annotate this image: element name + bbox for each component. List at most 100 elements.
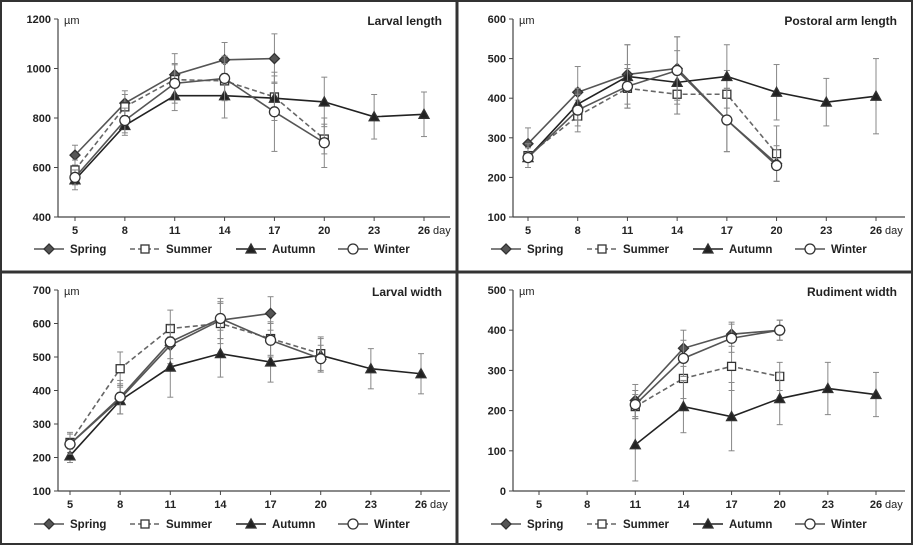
data-point-spring-marker: [268, 52, 281, 65]
legend-marker-spring: [43, 518, 55, 530]
series-spring: [629, 319, 786, 418]
data-point-autumn-marker: [820, 95, 833, 107]
series-line-summer: [527, 87, 778, 157]
series-winter: [629, 319, 786, 420]
y-tick-label: 500: [33, 352, 51, 364]
data-point-winter-marker: [671, 64, 683, 77]
data-point-winter-marker: [214, 312, 227, 325]
legend-label: Spring: [70, 519, 106, 531]
data-point-autumn-marker: [770, 85, 783, 97]
legend-marker-winter: [804, 243, 816, 255]
chart-title: Rudiment width: [807, 285, 897, 299]
legend-label: Winter: [374, 519, 410, 531]
data-point-winter-marker: [315, 353, 327, 365]
x-tick-label: 14: [671, 225, 684, 237]
chart-title: Postoral arm length: [784, 14, 897, 28]
y-tick-label: 100: [488, 212, 506, 224]
data-point-autumn-marker: [318, 95, 331, 107]
series-winter: [64, 297, 327, 455]
y-tick-label: 200: [33, 453, 51, 465]
x-tick-label: 23: [365, 499, 377, 511]
data-point-winter-marker: [677, 352, 690, 364]
y-tick-label: 300: [488, 365, 506, 377]
series-line-spring: [527, 67, 778, 165]
data-point-spring-marker: [264, 307, 277, 320]
data-point-winter-marker: [572, 104, 584, 116]
legend-marker-autumn: [244, 517, 258, 529]
y-tick-label: 700: [33, 285, 51, 297]
data-point-winter-marker: [522, 151, 534, 164]
legend-marker-summer: [597, 244, 607, 254]
y-tick-label: 600: [33, 319, 51, 331]
legend-marker-winter: [347, 518, 359, 530]
series-spring: [522, 36, 783, 182]
x-tick-label: 26: [418, 225, 430, 237]
data-point-autumn-marker: [720, 70, 733, 82]
series-line-autumn: [74, 94, 425, 181]
x-tick-label: 11: [169, 225, 181, 237]
series-line-winter: [69, 317, 321, 445]
legend-marker-spring: [500, 243, 512, 255]
legend-marker-winter: [347, 243, 359, 255]
series-summer: [65, 302, 326, 453]
legend-item-summer: Summer: [587, 244, 670, 256]
y-tick-label: 400: [488, 93, 506, 105]
x-tick-label: 17: [725, 499, 737, 511]
series-line-autumn: [527, 75, 877, 159]
legend: Spring Summer Autumn Winter: [491, 517, 867, 531]
y-tick-label: 100: [33, 486, 51, 498]
series-line-winter: [527, 69, 778, 167]
y-tick-label: 1000: [27, 64, 51, 76]
x-tick-label: 8: [117, 499, 123, 511]
chart-panel-larval-width: 100 200 300 400 500 600 700 5 8 11 14 17 20 23 26 day µm…: [33, 285, 450, 531]
y-tick-label: 400: [33, 386, 51, 398]
legend-item-spring: Spring: [491, 518, 563, 531]
data-point-autumn-marker: [629, 438, 642, 450]
data-point-autumn-marker: [869, 388, 883, 400]
data-point-autumn-marker: [214, 347, 227, 359]
data-point-autumn-marker: [368, 110, 381, 122]
data-point-winter-marker: [169, 77, 181, 89]
data-point-winter-marker: [268, 106, 281, 118]
legend-item-autumn: Autumn: [236, 517, 315, 531]
data-point-winter-marker: [629, 398, 641, 411]
x-tick-label: 14: [218, 225, 231, 237]
legend-item-summer: Summer: [587, 519, 670, 531]
legend-marker-spring: [500, 518, 512, 530]
legend-label: Spring: [527, 244, 563, 256]
y-axis-label: µm: [519, 286, 535, 298]
data-point-winter-marker: [114, 391, 126, 403]
x-tick-label: 26: [415, 499, 427, 511]
series-line-summer: [634, 365, 780, 408]
y-axis-label: µm: [64, 286, 80, 298]
y-tick-label: 800: [33, 113, 51, 125]
y-tick-label: 100: [488, 446, 506, 458]
x-tick-label: 14: [677, 499, 690, 511]
legend: Spring Summer Autumn Winter: [34, 517, 410, 531]
data-point-autumn-marker: [417, 107, 431, 119]
x-tick-label: 20: [774, 499, 786, 511]
y-tick-label: 0: [500, 486, 506, 498]
x-tick-label: 17: [721, 225, 733, 237]
legend-label: Winter: [831, 244, 867, 256]
legend-label: Autumn: [729, 244, 772, 256]
data-point-winter-marker: [721, 114, 733, 126]
y-tick-label: 500: [488, 54, 506, 66]
legend-label: Winter: [831, 519, 867, 531]
legend-label: Summer: [623, 244, 670, 256]
legend-item-winter: Winter: [795, 518, 867, 531]
x-tick-label: 23: [820, 225, 832, 237]
data-point-winter-marker: [264, 334, 277, 346]
y-axis-label: µm: [64, 15, 80, 27]
data-point-summer-marker: [115, 364, 125, 374]
legend-label: Autumn: [272, 519, 315, 531]
y-tick-label: 400: [33, 212, 51, 224]
x-tick-label: 20: [318, 225, 330, 237]
series-line-winter: [74, 77, 325, 178]
x-tick-label: 17: [268, 225, 280, 237]
legend-marker-spring: [43, 243, 55, 255]
x-tick-label: 17: [264, 499, 276, 511]
x-tick-label: 23: [368, 225, 380, 237]
